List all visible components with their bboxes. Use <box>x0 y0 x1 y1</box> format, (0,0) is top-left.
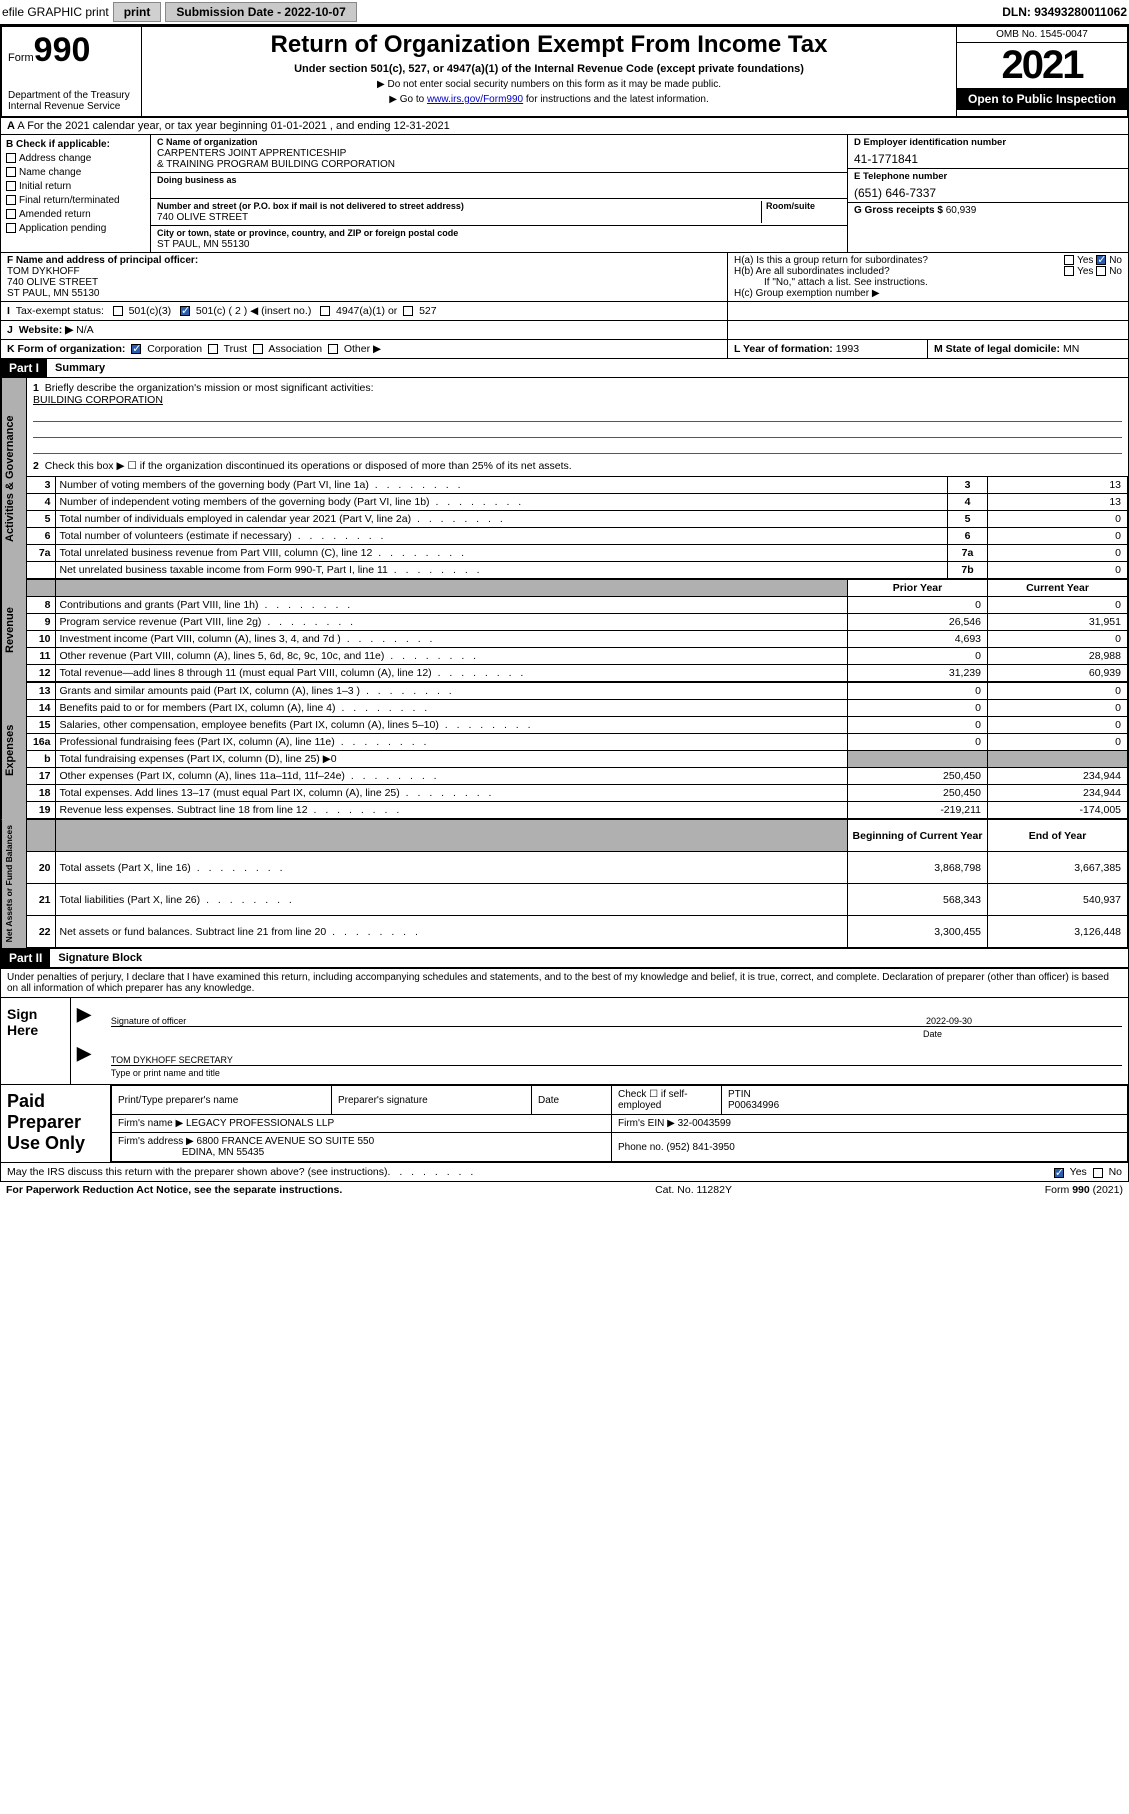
paid-preparer-label: Paid Preparer Use Only <box>1 1085 111 1162</box>
form-ref: Form 990 (2021) <box>1045 1184 1123 1196</box>
omb-label: OMB No. 1545-0047 <box>957 27 1127 43</box>
part2-header: Part II Signature Block <box>0 949 1129 968</box>
sig-arrow-icon-2: ▶ <box>77 1043 91 1078</box>
section-expenses: Expenses 13Grants and similar amounts pa… <box>0 682 1129 819</box>
tab-governance: Activities & Governance <box>1 378 18 579</box>
hc-row: H(c) Group exemption number ▶ <box>734 288 1122 299</box>
irs-label: Internal Revenue Service <box>8 101 135 112</box>
gross-receipts-value: 60,939 <box>946 205 977 216</box>
chk-final-return[interactable]: Final return/terminated <box>6 194 145 208</box>
sign-here-label: Sign Here <box>1 998 71 1084</box>
pra-notice: For Paperwork Reduction Act Notice, see … <box>6 1184 342 1196</box>
sig-date-label: Date <box>923 1029 942 1039</box>
dba-label: Doing business as <box>157 175 237 185</box>
city-value: ST PAUL, MN 55130 <box>157 239 249 250</box>
officer-label: F Name and address of principal officer: <box>7 255 198 266</box>
netassets-table: Beginning of Current YearEnd of Year20To… <box>27 819 1128 948</box>
officer-name: TOM DYKHOFF <box>7 266 80 277</box>
chk-name-change[interactable]: Name change <box>6 166 145 180</box>
box-b: B Check if applicable: Address change Na… <box>1 135 151 252</box>
sig-date-value: 2022-09-30 <box>926 1016 972 1026</box>
penalty-text: Under penalties of perjury, I declare th… <box>1 969 1128 998</box>
phone-value: (651) 646-7337 <box>854 182 1122 200</box>
form-subtitle: Under section 501(c), 527, or 4947(a)(1)… <box>150 63 948 75</box>
row-a-period: A A For the 2021 calendar year, or tax y… <box>0 118 1129 135</box>
hb-note: If "No," attach a list. See instructions… <box>734 277 1122 288</box>
q2-label: Check this box ▶ ☐ if the organization d… <box>45 460 572 472</box>
governance-table: 3Number of voting members of the governi… <box>27 476 1128 579</box>
signature-block: Under penalties of perjury, I declare th… <box>0 968 1129 1163</box>
tab-netassets: Net Assets or Fund Balances <box>1 819 16 948</box>
row-j: J Website: ▶ N/A <box>0 321 1129 340</box>
bottom-line: For Paperwork Reduction Act Notice, see … <box>0 1182 1129 1198</box>
dept-label: Department of the Treasury <box>8 90 135 101</box>
expenses-table: 13Grants and similar amounts paid (Part … <box>27 682 1128 819</box>
chk-application-pending[interactable]: Application pending <box>6 222 145 236</box>
row-klm: K Form of organization: Corporation Trus… <box>0 340 1129 359</box>
submission-date-label: Submission Date - 2022-10-07 <box>165 2 356 22</box>
hb-row: H(b) Are all subordinates included? Yes … <box>734 266 1122 277</box>
sig-arrow-icon: ▶ <box>77 1004 91 1039</box>
q1-value: BUILDING CORPORATION <box>33 394 163 406</box>
form-number: Form990 <box>8 31 135 70</box>
chk-initial-return[interactable]: Initial return <box>6 180 145 194</box>
tab-revenue: Revenue <box>1 579 18 682</box>
efile-label: efile GRAPHIC print <box>2 5 109 19</box>
open-public-label: Open to Public Inspection <box>957 88 1127 110</box>
ein-label: D Employer identification number <box>854 137 1006 148</box>
chk-amended-return[interactable]: Amended return <box>6 208 145 222</box>
box-c: C Name of organization CARPENTERS JOINT … <box>151 135 848 252</box>
phone-label: E Telephone number <box>854 171 947 182</box>
section-governance: Activities & Governance 1 Briefly descri… <box>0 378 1129 579</box>
sig-name-label: Type or print name and title <box>111 1068 1122 1078</box>
print-button[interactable]: print <box>113 2 162 22</box>
preparer-table: Print/Type preparer's name Preparer's si… <box>111 1085 1128 1162</box>
ein-value: 41-1771841 <box>854 148 1122 166</box>
discuss-row: May the IRS discuss this return with the… <box>0 1163 1129 1182</box>
section-revenue: Revenue Prior YearCurrent Year8Contribut… <box>0 579 1129 682</box>
form-title: Return of Organization Exempt From Incom… <box>150 31 948 59</box>
revenue-table: Prior YearCurrent Year8Contributions and… <box>27 579 1128 682</box>
gross-receipts-label: G Gross receipts $ <box>854 205 946 216</box>
section-netassets: Net Assets or Fund Balances Beginning of… <box>0 819 1129 949</box>
chk-address-change[interactable]: Address change <box>6 152 145 166</box>
org-name-label: C Name of organization <box>157 137 258 147</box>
form-header: Form990 Department of the Treasury Inter… <box>0 25 1129 118</box>
officer-addr2: ST PAUL, MN 55130 <box>7 288 99 299</box>
q1-label: Briefly describe the organization's miss… <box>45 382 374 394</box>
box-de: D Employer identification number 41-1771… <box>848 135 1128 252</box>
goto-note: ▶ Go to www.irs.gov/Form990 for instruct… <box>150 94 948 105</box>
tax-year: 2021 <box>957 43 1127 88</box>
form990-link[interactable]: www.irs.gov/Form990 <box>427 94 523 105</box>
block-fh: F Name and address of principal officer:… <box>0 253 1129 302</box>
block-bcdeg: B Check if applicable: Address change Na… <box>0 135 1129 253</box>
cat-no: Cat. No. 11282Y <box>342 1184 1044 1196</box>
part1-header: Part I Summary <box>0 359 1129 378</box>
city-label: City or town, state or province, country… <box>157 228 458 238</box>
sig-officer-label: Signature of officer <box>111 1016 186 1026</box>
street-label: Number and street (or P.O. box if mail i… <box>157 201 464 211</box>
street-value: 740 OLIVE STREET <box>157 212 248 223</box>
dln-label: DLN: 93493280011062 <box>1002 5 1127 19</box>
row-i: I Tax-exempt status: 501(c)(3) 501(c) ( … <box>0 302 1129 321</box>
box-b-header: B Check if applicable: <box>6 139 110 150</box>
tab-expenses: Expenses <box>1 682 18 819</box>
sig-name-value: TOM DYKHOFF SECRETARY <box>111 1055 233 1065</box>
ssn-note: ▶ Do not enter social security numbers o… <box>150 79 948 90</box>
ha-row: H(a) Is this a group return for subordin… <box>734 255 1122 266</box>
org-name-1: CARPENTERS JOINT APPRENTICESHIP <box>157 148 346 159</box>
org-name-2: & TRAINING PROGRAM BUILDING CORPORATION <box>157 159 395 170</box>
officer-addr1: 740 OLIVE STREET <box>7 277 98 288</box>
room-label: Room/suite <box>766 201 815 211</box>
top-bar: efile GRAPHIC print print Submission Dat… <box>0 0 1129 25</box>
